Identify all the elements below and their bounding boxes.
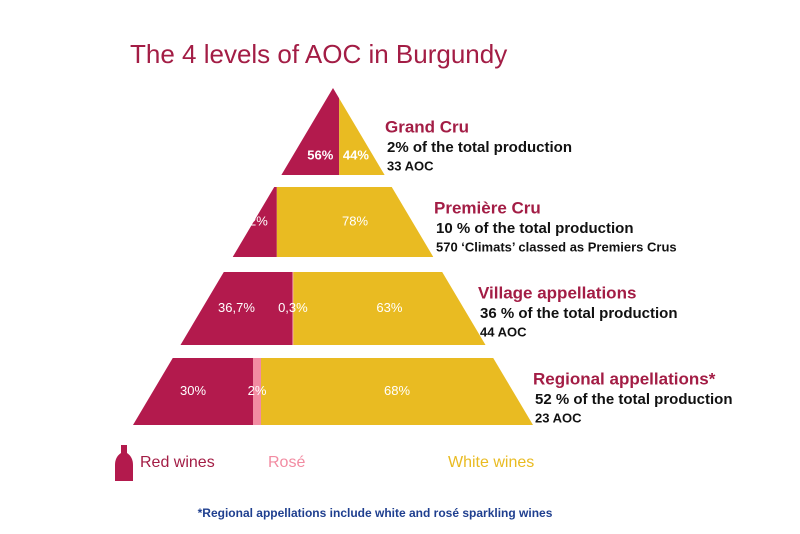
- level-description: 10 % of the total production: [436, 220, 634, 237]
- value-label: 44%: [343, 147, 369, 162]
- level-name: Regional appellations*: [533, 369, 716, 388]
- segment: [292, 272, 294, 345]
- value-label: 63%: [376, 300, 402, 315]
- bottle-icon: [115, 445, 133, 481]
- level-name: Première Cru: [434, 198, 541, 217]
- value-label: 22%: [242, 213, 268, 228]
- segment: [253, 358, 261, 425]
- value-label: 30%: [180, 383, 206, 398]
- level-name: Village appellations: [478, 283, 636, 302]
- legend-entry: White wines: [448, 454, 534, 471]
- value-label: 2%: [248, 383, 267, 398]
- value-label: 0,3%: [278, 300, 308, 315]
- level-description: 33 AOC: [387, 158, 434, 173]
- level-name: Grand Cru: [385, 117, 469, 136]
- legend-entry: Red wines: [140, 454, 215, 471]
- legend-entry: Rosé: [268, 454, 305, 471]
- footnote: *Regional appellations include white and…: [198, 506, 553, 520]
- level-description: 2% of the total production: [387, 139, 572, 156]
- chart-title: The 4 levels of AOC in Burgundy: [130, 39, 507, 69]
- value-label: 36,7%: [218, 300, 255, 315]
- level-description: 570 ‘Climats’ classed as Premiers Crus: [436, 239, 677, 254]
- value-label: 68%: [384, 383, 410, 398]
- level-description: 52 % of the total production: [535, 391, 733, 408]
- value-label: 56%: [307, 147, 333, 162]
- segment: [261, 358, 533, 425]
- level-description: 36 % of the total production: [480, 305, 678, 322]
- level-description: 23 AOC: [535, 410, 582, 425]
- value-label: 78%: [342, 213, 368, 228]
- level-description: 44 AOC: [480, 324, 527, 339]
